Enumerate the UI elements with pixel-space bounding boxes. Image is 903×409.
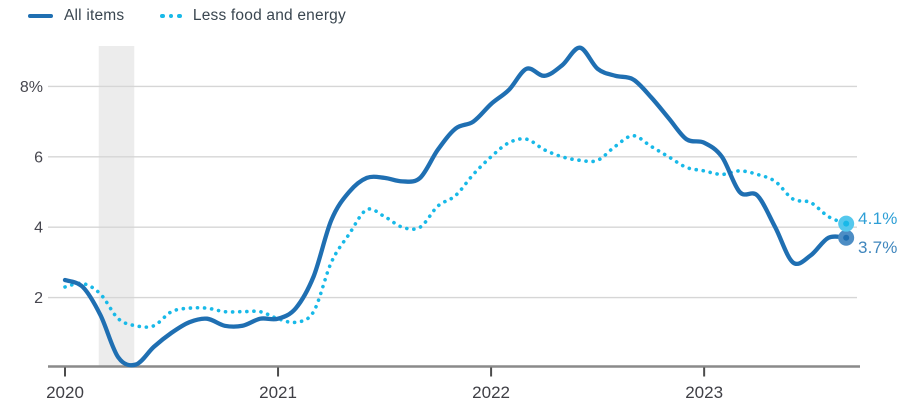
x-tick-label-2021: 2021: [259, 383, 297, 402]
legend-label-less-food-energy: Less food and energy: [192, 7, 346, 24]
series-line-less-food-energy: [63, 133, 848, 329]
legend-item-less-food-energy[interactable]: Less food and energy: [160, 7, 346, 25]
legend: All items Less food and energy: [28, 7, 346, 25]
end-dot-center-all-items: [843, 234, 850, 241]
legend-label-all-items: All items: [64, 7, 125, 24]
y-tick-label-8: 8%: [20, 79, 43, 96]
legend-item-all-items[interactable]: All items: [28, 7, 124, 25]
end-label-less-food-energy: 4.1%: [858, 209, 898, 228]
less-food-energy-dots-swatch: [160, 13, 182, 19]
y-tick-label-4: 4: [34, 220, 43, 237]
all-items-line-swatch: [28, 14, 53, 18]
end-label-all-items: 3.7%: [858, 238, 898, 257]
recession-band: [98, 46, 135, 367]
end-dot-center-less-food-energy: [843, 220, 850, 227]
x-tick-label-2023: 2023: [685, 383, 723, 402]
y-tick-label-2: 2: [34, 290, 43, 307]
y-tick-label-6: 6: [34, 149, 43, 166]
series-line-all-items: [62, 45, 849, 368]
x-tick-label-2022: 2022: [472, 383, 510, 402]
x-tick-label-2020: 2020: [46, 383, 84, 402]
